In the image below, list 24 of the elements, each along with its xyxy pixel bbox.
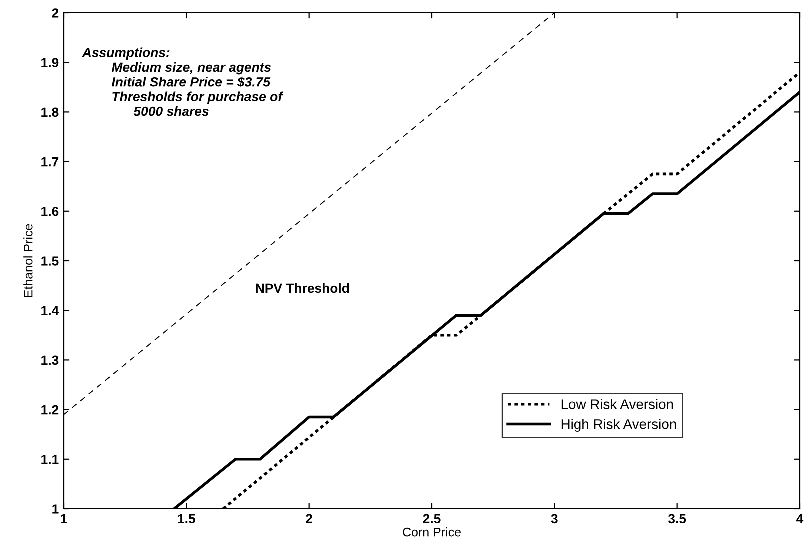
legend-label: Low Risk Aversion bbox=[562, 399, 674, 410]
y-tick-label: 1.6 bbox=[42, 206, 59, 216]
x-tick-label: 1 bbox=[61, 514, 68, 524]
x-tick-label: 3.5 bbox=[668, 514, 686, 524]
y-tick-label: 1.9 bbox=[42, 58, 59, 68]
x-tick-label: 2.5 bbox=[423, 514, 441, 524]
x-axis-title: Corn Price bbox=[403, 528, 461, 537]
annotation: Assumptions: Medium size, near agents Initial Share Price = $3.75 Thresholds for purchase of 5000 shares bbox=[82, 48, 284, 116]
y-tick-label: 1.7 bbox=[42, 158, 59, 167]
y-tick-label: 2 bbox=[52, 8, 59, 18]
legend-label: High Risk Aversion bbox=[562, 419, 676, 432]
x-tick-label: 3 bbox=[551, 514, 558, 524]
y-tick-label: 1.5 bbox=[42, 256, 59, 266]
y-tick-label: 1.4 bbox=[42, 306, 60, 316]
x-tick-label: 2 bbox=[306, 514, 312, 524]
annotation: NPV Threshold bbox=[256, 283, 350, 294]
x-tick-label: 4 bbox=[796, 514, 804, 524]
x-tick-label: 1.5 bbox=[178, 514, 196, 524]
y-tick-label: 1.2 bbox=[42, 405, 59, 415]
y-tick-label: 1.3 bbox=[42, 356, 59, 366]
y-tick-label: 1.1 bbox=[42, 455, 59, 464]
y-tick-label: 1.8 bbox=[42, 108, 59, 118]
y-axis-title: Ethanol Price bbox=[24, 224, 33, 298]
y-tick-label: 1 bbox=[52, 504, 59, 514]
